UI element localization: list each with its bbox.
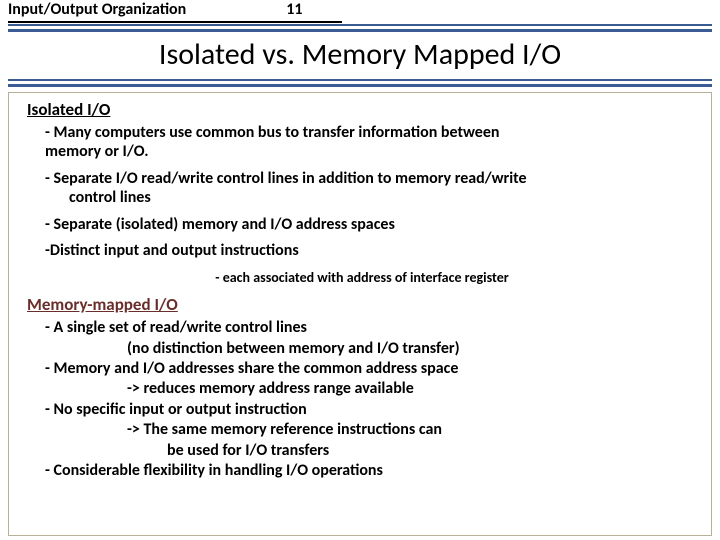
page-number: 11 (246, 0, 342, 23)
text: control lines (45, 189, 697, 208)
section2-bullet2: - Memory and I/O addresses share the com… (45, 360, 697, 378)
text: - Many computers use common bus to trans… (45, 123, 499, 142)
section2-bullet3-sub1: -> The same memory reference instruction… (127, 421, 697, 439)
section2-bullet3: - No specific input or output instructio… (45, 401, 697, 419)
section1-bullet1: - Many computers use common bus to trans… (45, 124, 697, 162)
section2-bullet2-sub: -> reduces memory address range availabl… (127, 380, 697, 398)
content-box: Isolated I/O - Many computers use common… (8, 92, 712, 536)
section1-heading: Isolated I/O (27, 99, 697, 120)
title-block: Isolated vs. Memory Mapped I/O (8, 24, 712, 87)
section1-note: - each associated with address of interf… (27, 269, 697, 286)
section2-bullet1-sub: (no distinction between memory and I/O t… (127, 340, 697, 358)
title-rule-bottom (8, 79, 712, 87)
slide-header: Input/Output Organization 11 (8, 0, 712, 23)
section2-bullet3-sub2: be used for I/O transfers (167, 442, 697, 460)
text: memory or I/O. (45, 142, 149, 161)
section2-bullet4: - Considerable flexibility in handling I… (45, 462, 697, 480)
section1-bullet2: - Separate I/O read/write control lines … (45, 170, 697, 208)
section1-bullet4: -Distinct input and output instructions (45, 242, 697, 261)
title-rule-top (8, 24, 712, 32)
section1-bullet3: - Separate (isolated) memory and I/O add… (45, 216, 697, 235)
slide-title: Isolated vs. Memory Mapped I/O (8, 32, 712, 79)
text: - Separate I/O read/write control lines … (45, 169, 527, 188)
section2-bullet1: - A single set of read/write control lin… (45, 319, 697, 337)
section2-heading: Memory-mapped I/O (27, 294, 697, 315)
chapter-title: Input/Output Organization (8, 0, 246, 23)
